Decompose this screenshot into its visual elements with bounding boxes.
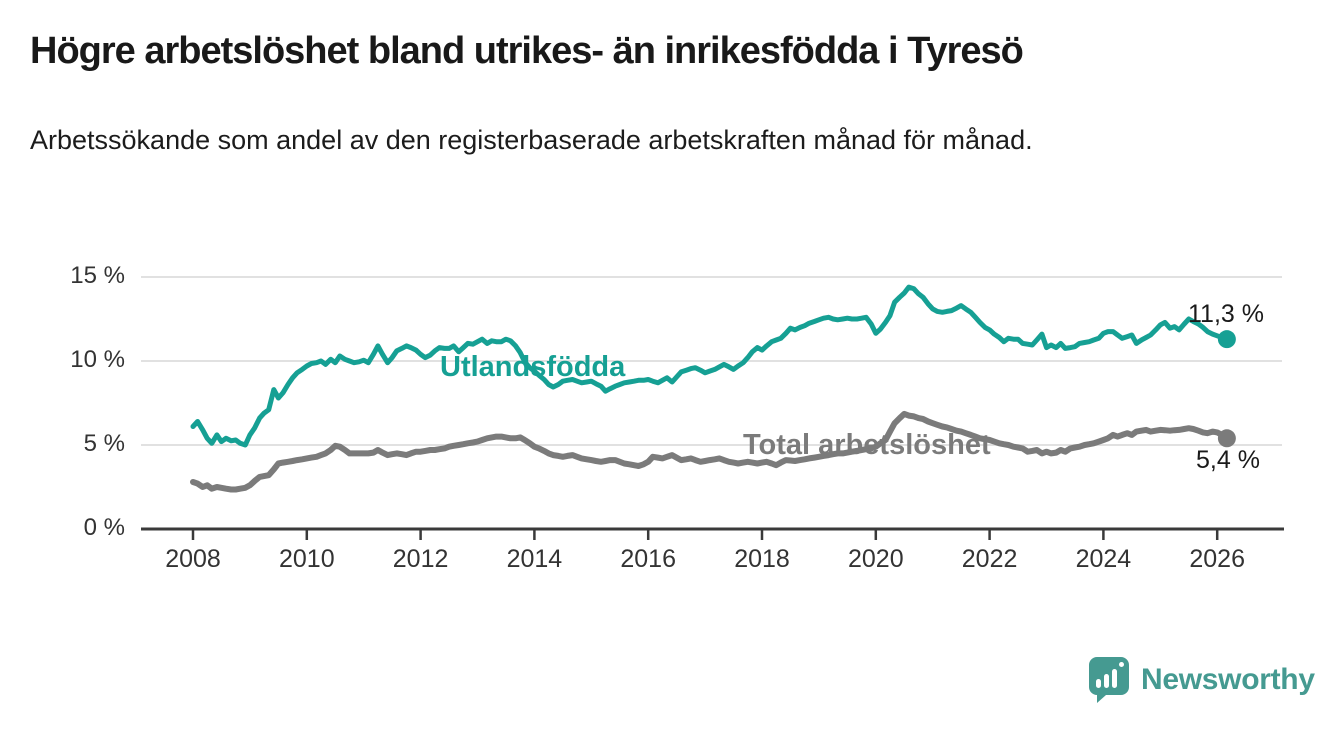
newsworthy-logo-icon [1089,657,1129,703]
x-tick-label: 2022 [961,545,1018,573]
chart-title: Högre arbetslöshet bland utrikes- än inr… [30,30,1024,72]
logo-bar-tall [1112,669,1117,688]
end-value-utlandsfodda: 11,3 % [1188,300,1264,328]
y-tick-label: 15 % [70,262,125,289]
series-end-dot-total-arbetsloshet [1217,429,1236,448]
x-tick-label: 2018 [734,545,790,573]
newsworthy-logo: Newsworthy [1086,656,1315,703]
x-tick-label: 2010 [278,545,335,573]
x-tick-label: 2014 [506,545,563,573]
series-label-utlandsfodda: Utlandsfödda [440,351,626,383]
x-tick-label: 2020 [847,545,904,573]
x-tick-label: 2016 [620,545,676,573]
series-label-total-arbetsloshet: Total arbetslöshet [743,429,991,461]
y-tick-label: 5 % [83,430,125,457]
series-line-utlandsfodda [190,284,1230,448]
y-tick-label: 10 % [70,346,125,373]
chart-subtitle: Arbetssökande som andel av den registerb… [30,125,1033,155]
x-tick-label: 2024 [1075,545,1132,573]
x-tick-label: 2008 [165,545,221,573]
x-tick-label: 2026 [1189,545,1245,573]
series-end-dot-utlandsfodda [1217,330,1236,349]
logo-exclamation-dot [1119,662,1124,667]
newsworthy-wordmark: Newsworthy [1141,662,1315,696]
logo-bar-short [1096,679,1101,688]
logo-bar-medium [1104,674,1109,688]
end-value-total-arbetsloshet: 5,4 % [1196,446,1260,474]
x-tick-label: 2012 [392,545,449,573]
y-tick-label: 0 % [83,514,125,541]
series-line-total-arbetsloshet [190,410,1230,493]
